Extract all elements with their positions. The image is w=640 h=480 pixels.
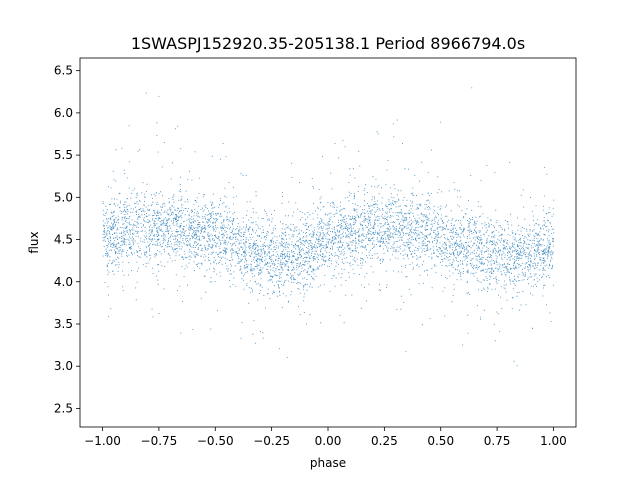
x-tick-label: −0.25 (253, 434, 290, 448)
y-tick-label: 5.0 (54, 190, 73, 204)
x-axis-label: phase (310, 456, 346, 470)
x-tick-label: 0.25 (371, 434, 398, 448)
scatter-points (102, 87, 555, 367)
y-tick-label: 3.0 (54, 359, 73, 373)
x-tick-label: −0.75 (141, 434, 178, 448)
y-axis: 2.5 3.0 3.5 4.0 4.5 5.0 5.5 6.0 6.5 (54, 64, 80, 415)
x-tick-label: −0.50 (197, 434, 234, 448)
y-axis-label: flux (27, 231, 41, 253)
chart-title: 1SWASPJ152920.35-205138.1 Period 8966794… (131, 34, 525, 53)
y-tick-label: 5.5 (54, 148, 73, 162)
x-tick-label: 0.75 (484, 434, 511, 448)
y-tick-label: 3.5 (54, 317, 73, 331)
x-tick-label: −1.00 (84, 434, 121, 448)
y-tick-label: 6.0 (54, 106, 73, 120)
y-tick-label: 4.0 (54, 275, 73, 289)
y-tick-label: 2.5 (54, 401, 73, 415)
y-tick-label: 6.5 (54, 64, 73, 78)
x-tick-label: 0.50 (427, 434, 454, 448)
plot-frame (79, 57, 577, 428)
scatter-point (102, 87, 555, 367)
y-tick-label: 4.5 (54, 233, 73, 247)
x-tick-label: 0.00 (315, 434, 342, 448)
x-axis: −1.00 −0.75 −0.50 −0.25 0.00 0.25 0.50 0.75 1.00 (84, 427, 567, 448)
x-tick-label: 1.00 (540, 434, 567, 448)
